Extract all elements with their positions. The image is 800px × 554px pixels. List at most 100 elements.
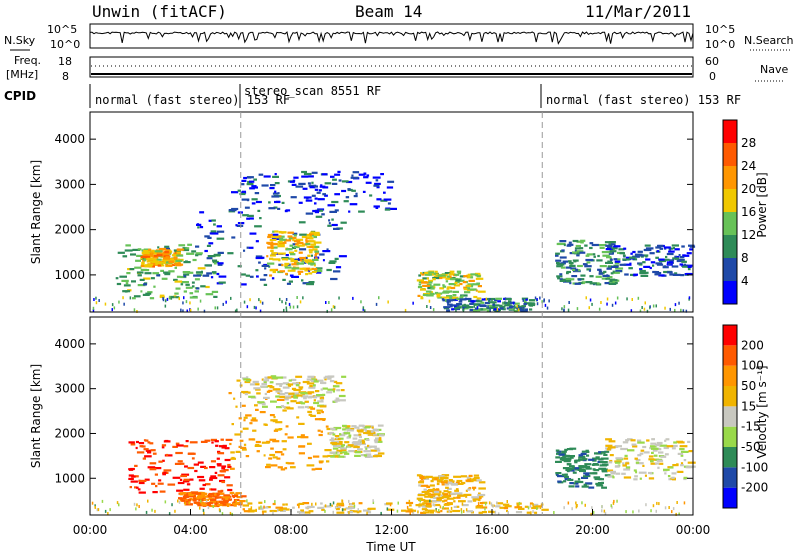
power-cell — [140, 255, 148, 258]
velocity-cell — [224, 476, 231, 479]
velocity-cell — [455, 481, 460, 484]
velocity-cell — [622, 462, 625, 465]
velocity-cell — [424, 492, 431, 496]
power-cell — [312, 258, 319, 261]
velocity-ground-cell — [97, 508, 100, 512]
power-cell — [570, 263, 573, 266]
power-cell — [674, 272, 678, 275]
power-cell — [175, 296, 180, 299]
power-cell — [639, 269, 646, 273]
velocity-ground-cell — [334, 506, 337, 509]
velocity-cell — [303, 511, 310, 514]
velocity-cell — [197, 493, 202, 496]
velocity-cell — [373, 445, 377, 448]
power-cell — [191, 281, 195, 284]
velocity-cell — [463, 493, 472, 496]
power-cell — [132, 248, 141, 251]
nsky-tick-high: 10^5 — [47, 23, 77, 36]
velocity-cell — [307, 505, 315, 508]
power-cell — [380, 173, 384, 176]
velocity-cell — [233, 397, 236, 400]
velocity-cell — [340, 447, 347, 450]
velocity-cell — [614, 460, 622, 463]
velocity-ground-cell — [571, 507, 573, 511]
velocity-cell — [200, 492, 208, 495]
freq-tick-high: 18 — [58, 55, 72, 68]
power-cell — [624, 273, 629, 276]
velocity-cell — [529, 502, 533, 505]
power-ground-cell — [113, 306, 116, 310]
velocity-cell — [300, 434, 305, 437]
velocity-cell — [456, 479, 463, 483]
velocity-cell — [401, 509, 407, 512]
power-cell — [326, 268, 332, 272]
velocity-cell — [242, 427, 249, 430]
velocity-cell — [566, 459, 571, 463]
velocity-cell — [471, 496, 479, 499]
velocity-cell — [456, 482, 464, 485]
power-ground-cell — [328, 301, 330, 304]
xtick-label: 00:00 — [676, 523, 711, 537]
velocity-ground-cell — [202, 508, 205, 512]
power-cell — [462, 281, 467, 284]
power-cell — [589, 242, 594, 245]
velocity-cell — [233, 504, 237, 507]
velocity-cell — [425, 505, 430, 508]
velocity-ground-cell — [274, 500, 276, 504]
velocity-cell — [245, 455, 250, 458]
velocity-cell — [317, 506, 324, 509]
power-cell — [267, 262, 275, 265]
velocity-cell — [557, 480, 562, 483]
power-cell — [251, 185, 257, 188]
power-cell — [316, 271, 322, 274]
velocity-cell — [592, 457, 600, 460]
power-cell — [305, 239, 308, 242]
velocity-cell — [317, 400, 324, 403]
velocity-cell — [347, 444, 354, 447]
velocity-cell — [657, 466, 660, 469]
velocity-ground-cell — [529, 504, 532, 508]
velocity-cell — [284, 467, 288, 470]
power-cell — [173, 256, 178, 259]
velocity-cell — [305, 405, 309, 409]
power-cell — [287, 269, 296, 272]
velocity-cell — [200, 440, 208, 443]
velocity-cell — [300, 395, 309, 398]
velocity-cell — [210, 475, 217, 478]
power-cell — [292, 243, 298, 246]
power-cell — [272, 230, 275, 233]
velocity-ground-cell — [536, 507, 538, 510]
velocity-cell — [228, 392, 232, 395]
power-ground-cell — [496, 307, 499, 311]
colorbar-swatch — [723, 406, 737, 427]
velocity-ground-cell — [406, 505, 409, 509]
power-cell — [182, 271, 191, 274]
nsky-tick-low: 10^0 — [50, 38, 80, 51]
power-cell — [312, 248, 318, 251]
velocity-ground-cell — [109, 508, 111, 512]
power-cell — [593, 255, 596, 258]
power-cell — [346, 180, 353, 184]
velocity-cell — [300, 509, 304, 512]
xtick-label: 20:00 — [575, 523, 610, 537]
velocity-cell — [217, 450, 221, 453]
velocity-cell — [222, 503, 227, 506]
power-cell — [446, 275, 450, 278]
velocity-cell — [595, 452, 603, 455]
velocity-cell — [221, 446, 227, 449]
power-cell — [372, 176, 381, 179]
velocity-ground-cell — [298, 503, 300, 507]
power-cell — [308, 281, 315, 284]
velocity-cell — [200, 502, 206, 505]
power-cell — [267, 235, 272, 239]
power-cell — [459, 275, 466, 278]
velocity-cell — [267, 385, 273, 388]
velocity-cell — [316, 411, 321, 415]
velocity-cell — [231, 423, 234, 426]
power-cell — [314, 268, 322, 271]
power-cell — [475, 289, 478, 292]
power-cell — [298, 201, 303, 204]
velocity-cell — [427, 493, 436, 496]
power-ground-cell — [164, 304, 167, 308]
velocity-cell — [307, 456, 312, 460]
